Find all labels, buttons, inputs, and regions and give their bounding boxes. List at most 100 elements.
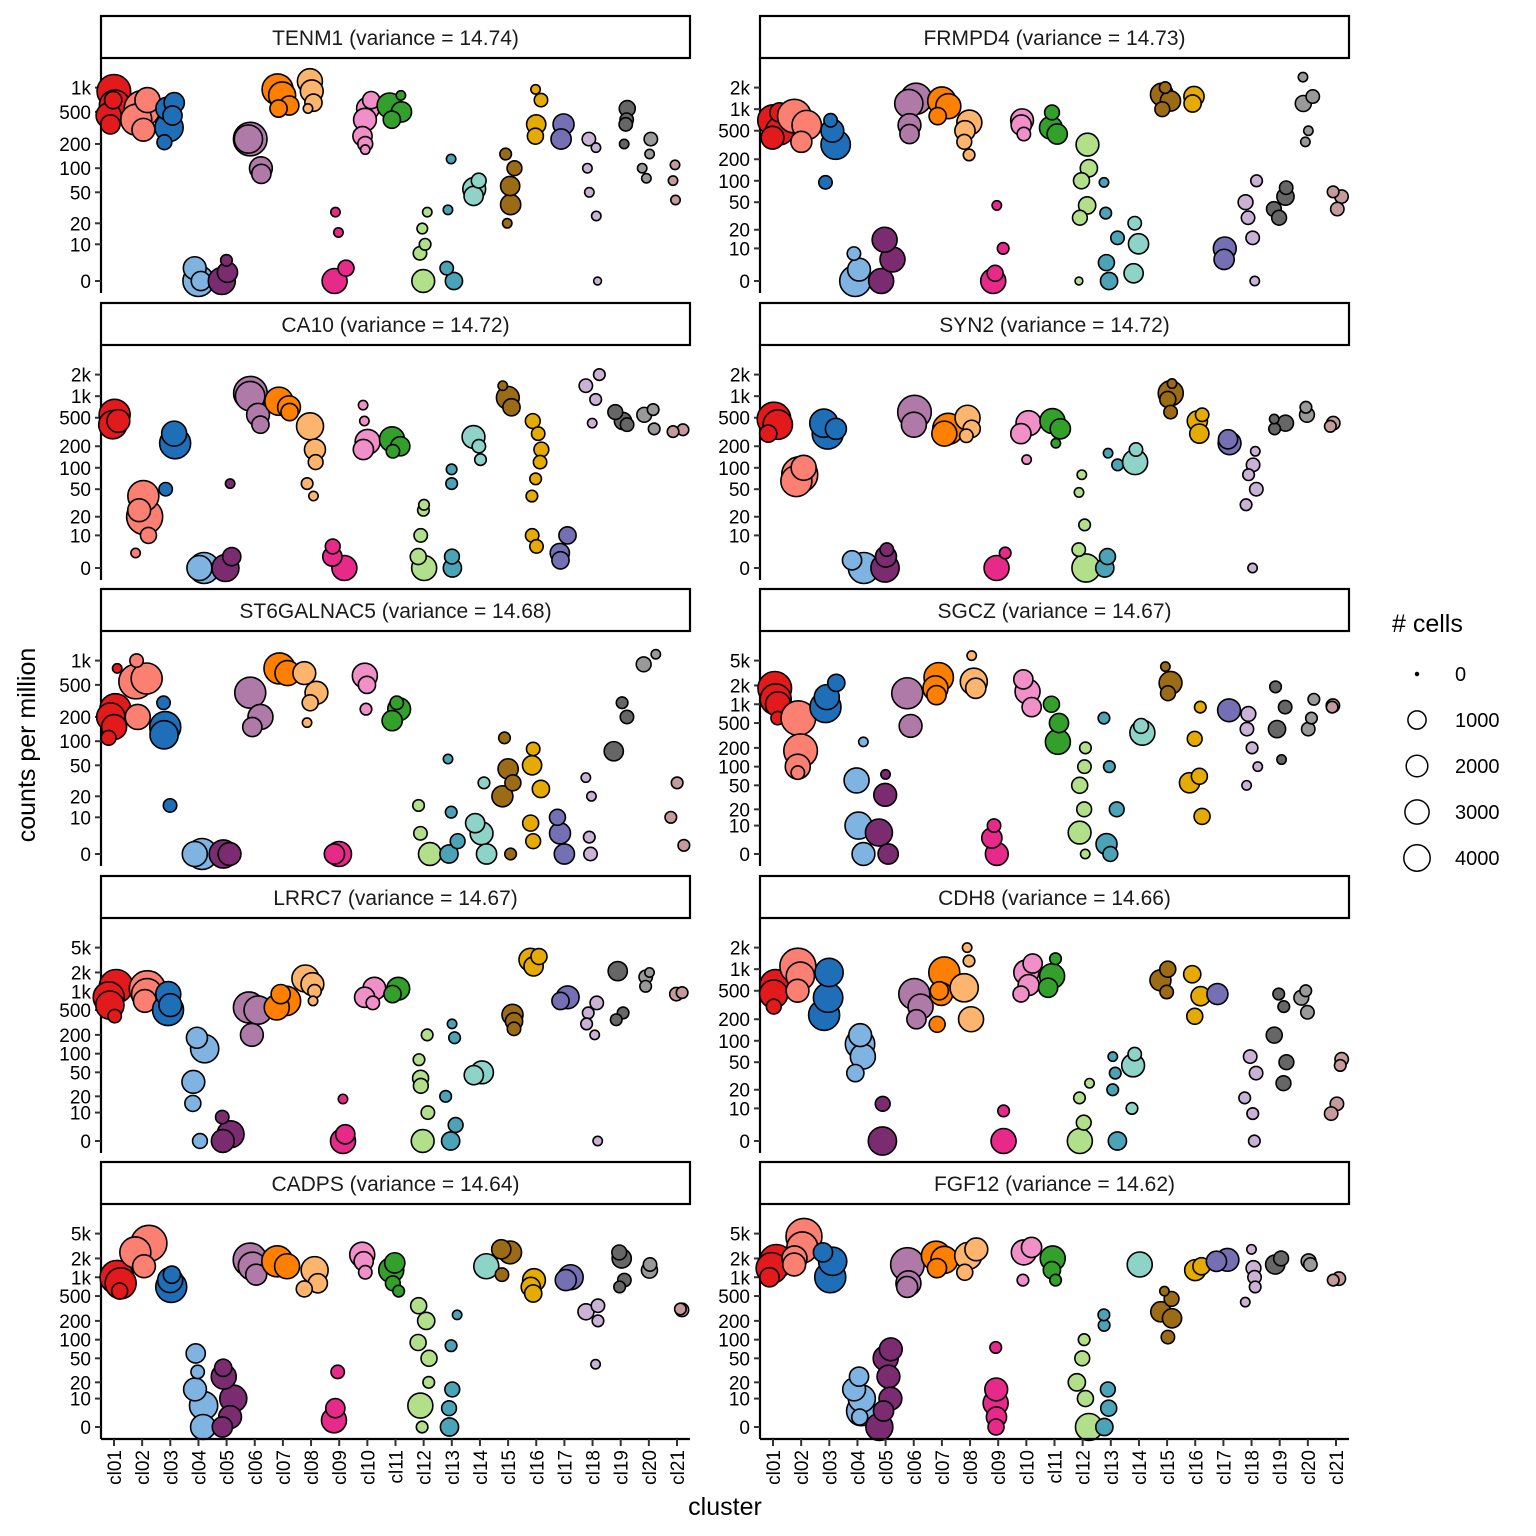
y-tick-label: 200 [718, 739, 750, 760]
data-point-cl08 [301, 693, 319, 712]
data-point-cl16 [1193, 700, 1207, 714]
y-tick-label: 1k [71, 1268, 92, 1289]
data-point-cl14 [473, 453, 488, 467]
x-tick-label: cl06 [246, 1450, 267, 1485]
data-point-cl15 [502, 397, 521, 417]
data-point-cl07 [926, 1257, 948, 1279]
data-point-cl18 [1242, 1049, 1258, 1065]
data-point-cl17 [554, 1268, 578, 1292]
data-point-cl13 [1099, 206, 1113, 220]
y-tick-label: 1k [71, 387, 92, 408]
data-point-cl19 [1278, 1054, 1295, 1071]
points-group [755, 1217, 1347, 1442]
data-point-cl03 [162, 1265, 182, 1285]
data-point-cl21 [664, 810, 678, 824]
data-point-cl05 [867, 267, 895, 295]
data-point-cl12 [412, 825, 428, 841]
data-point-cl13 [1108, 801, 1125, 818]
data-point-cl02 [790, 765, 806, 781]
y-tick-label: 20 [70, 508, 91, 529]
data-point-cl08 [949, 972, 980, 1003]
data-point-cl02 [129, 653, 145, 669]
data-point-cl19 [618, 138, 630, 150]
data-point-cl14 [477, 776, 491, 790]
x-tick-label: cl19 [1271, 1450, 1292, 1485]
data-point-cl14 [471, 438, 487, 454]
data-point-cl12 [1070, 776, 1089, 795]
data-point-cl05 [878, 1337, 903, 1362]
x-tick-label: cl20 [640, 1450, 661, 1485]
data-point-cl15 [1160, 1329, 1176, 1345]
data-point-cl04 [182, 1377, 208, 1402]
data-point-cl07 [280, 402, 300, 422]
data-point-cl18 [1241, 468, 1256, 482]
y-tick-label: 10 [70, 526, 91, 547]
data-point-cl04 [186, 554, 213, 582]
data-point-cl17 [1205, 1250, 1228, 1273]
data-point-cl10 [358, 415, 370, 427]
data-point-cl18 [581, 1006, 595, 1020]
data-point-cl15 [1158, 81, 1172, 95]
y-tick-label: 2k [730, 1249, 751, 1270]
data-point-cl12 [416, 222, 429, 235]
y-tick-label: 20 [729, 1373, 750, 1394]
x-tick-label: cl19 [612, 1450, 633, 1485]
y-tick-label: 20 [70, 787, 91, 808]
data-point-cl20 [642, 1257, 658, 1273]
data-point-cl20 [1304, 711, 1319, 725]
y-tick-label: 20 [70, 1373, 91, 1394]
data-point-cl15 [497, 731, 512, 745]
data-point-cl04 [181, 1069, 206, 1095]
y-tick-label: 500 [718, 714, 750, 735]
data-point-cl15 [1159, 685, 1177, 702]
data-point-cl08 [956, 133, 973, 151]
data-point-cl05 [872, 782, 898, 808]
data-point-cl16 [1190, 767, 1209, 786]
data-point-cl12 [416, 1311, 436, 1331]
y-tick-label: 0 [80, 272, 91, 293]
data-point-cl09 [324, 1397, 346, 1419]
facet-strip-label: CA10 (variance = 14.72) [281, 314, 509, 337]
data-point-cl16 [1193, 807, 1211, 826]
data-point-cl17 [553, 843, 576, 865]
y-tick-label: 500 [718, 1287, 750, 1308]
data-point-cl12 [1075, 1114, 1092, 1131]
data-point-cl14 [1123, 262, 1145, 284]
data-point-cl18 [1245, 741, 1259, 755]
data-point-cl06 [906, 1008, 927, 1030]
data-point-cl13 [445, 476, 459, 491]
data-point-cl14 [1126, 1251, 1154, 1278]
data-point-cl18 [1252, 761, 1264, 773]
data-point-cl18 [590, 210, 602, 222]
data-point-cl12 [1077, 1333, 1091, 1347]
data-point-cl04 [857, 736, 869, 748]
y-tick-label: 0 [739, 272, 750, 293]
data-point-cl01 [765, 998, 782, 1015]
data-point-cl06 [241, 716, 263, 738]
data-point-cl13 [442, 204, 454, 216]
data-point-cl16 [529, 472, 543, 486]
data-point-cl05 [217, 841, 242, 867]
data-point-cl09 [983, 554, 1010, 582]
y-tick-label: 5k [71, 1225, 92, 1246]
y-tick-label: 10 [70, 235, 91, 256]
data-point-cl16 [1188, 423, 1210, 445]
data-point-cl18 [1239, 721, 1255, 737]
data-point-cl16 [524, 832, 542, 850]
y-tick-label: 50 [729, 1349, 750, 1370]
data-point-cl15 [1154, 100, 1171, 118]
data-point-cl16 [521, 814, 540, 832]
data-point-cl08 [301, 717, 313, 729]
data-point-cl12 [418, 237, 432, 251]
facet-strip-label: CDH8 (variance = 14.66) [938, 887, 1171, 910]
data-point-cl20 [1302, 125, 1314, 137]
data-point-cl20 [1297, 71, 1309, 83]
data-point-cl06 [899, 123, 920, 145]
y-tick-label: 200 [718, 1312, 750, 1333]
y-tick-label: 500 [718, 409, 750, 430]
data-point-cl12 [1075, 801, 1093, 818]
y-tick-label: 500 [59, 1287, 91, 1308]
